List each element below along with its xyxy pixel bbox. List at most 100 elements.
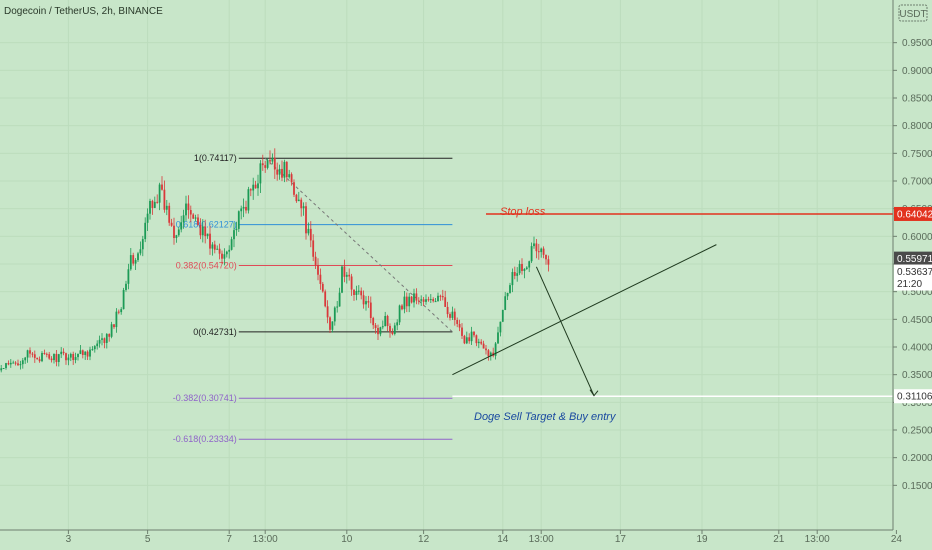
candle xyxy=(441,289,444,301)
candle-body xyxy=(266,160,269,168)
candle-body xyxy=(410,296,413,303)
candle xyxy=(345,272,348,284)
fib-level-label: 0.382(0.54720) xyxy=(176,261,237,271)
candle-body xyxy=(540,248,543,253)
currency-label: USDT xyxy=(899,9,926,20)
candle xyxy=(432,297,435,303)
candle xyxy=(271,153,274,165)
candle-body xyxy=(261,163,264,166)
candle xyxy=(547,255,550,272)
drawings[interactable] xyxy=(452,213,893,397)
candle xyxy=(288,169,291,179)
candle xyxy=(125,280,127,292)
candle xyxy=(372,316,375,330)
candle-body xyxy=(497,332,499,344)
candle-body xyxy=(158,184,161,203)
candle xyxy=(389,323,391,338)
candle-body xyxy=(348,274,351,277)
candle-body xyxy=(331,321,334,330)
candle xyxy=(410,296,413,304)
candle-body xyxy=(413,293,415,303)
candle xyxy=(377,324,379,341)
candle-body xyxy=(293,182,295,195)
trend-line[interactable] xyxy=(452,244,717,376)
candle xyxy=(542,246,545,259)
candle-body xyxy=(341,266,343,293)
candle-body xyxy=(43,353,46,355)
candle xyxy=(285,161,288,182)
forecast-arrow-line[interactable] xyxy=(535,266,595,396)
candle-body xyxy=(62,351,65,354)
candle xyxy=(53,353,55,364)
candle xyxy=(0,364,3,373)
candle xyxy=(355,285,358,301)
candle xyxy=(261,154,264,171)
candle-body xyxy=(197,217,199,225)
candle xyxy=(425,294,427,305)
candle-body xyxy=(257,183,259,189)
candle-body xyxy=(365,301,367,305)
last-price-badge-text: 0.55971 xyxy=(897,254,932,265)
candle xyxy=(242,198,245,218)
candle xyxy=(314,251,317,269)
candle xyxy=(302,202,305,216)
candle-body xyxy=(189,210,192,215)
candle-body xyxy=(201,226,204,236)
candle xyxy=(281,160,283,182)
candle xyxy=(326,300,329,324)
candle xyxy=(367,295,370,308)
time-tick-label: 12 xyxy=(418,534,430,545)
candle xyxy=(333,306,336,326)
candle-body xyxy=(209,233,211,249)
candle xyxy=(341,265,343,294)
candle xyxy=(149,198,151,220)
candle xyxy=(228,245,231,259)
candle xyxy=(153,196,156,209)
candle xyxy=(60,347,63,359)
candle xyxy=(269,150,271,165)
candle xyxy=(2,367,5,370)
time-tick-label: 17 xyxy=(615,534,627,545)
candle xyxy=(185,195,187,221)
candle-body xyxy=(509,285,511,293)
candle xyxy=(511,268,514,293)
candle xyxy=(331,321,334,333)
candle xyxy=(21,357,24,369)
candle xyxy=(374,322,377,334)
currency-button[interactable]: USDT xyxy=(898,4,928,22)
candle-body xyxy=(213,244,216,250)
candle xyxy=(273,148,276,179)
candle xyxy=(506,292,509,301)
candle-body xyxy=(314,256,317,265)
time-tick-label: 19 xyxy=(696,534,708,545)
target-price-badge: 0.31106 xyxy=(894,389,932,404)
candle xyxy=(206,233,209,239)
candle-body xyxy=(360,290,363,296)
candle-body xyxy=(165,205,168,210)
grid xyxy=(0,0,897,530)
countdown-text: 21:20 xyxy=(897,279,922,290)
candle-body xyxy=(384,315,387,327)
candle xyxy=(537,243,540,260)
candle-body xyxy=(324,291,327,307)
candle-body xyxy=(168,205,171,223)
candle xyxy=(177,226,180,237)
candle xyxy=(12,360,15,364)
candle-body xyxy=(470,331,473,342)
candle-body xyxy=(528,261,531,268)
candle-body xyxy=(24,357,27,361)
candle xyxy=(74,352,77,364)
candle xyxy=(365,296,367,311)
time-axis[interactable]: 3 5 7 13:00 10 12 14 13:00 17 19 21 13:00 24 xyxy=(66,530,903,545)
candle-body xyxy=(281,168,283,178)
candle xyxy=(170,218,173,227)
candle-body xyxy=(369,302,372,318)
candle-body xyxy=(367,301,370,303)
candle-body xyxy=(533,243,535,247)
candle xyxy=(84,351,87,360)
